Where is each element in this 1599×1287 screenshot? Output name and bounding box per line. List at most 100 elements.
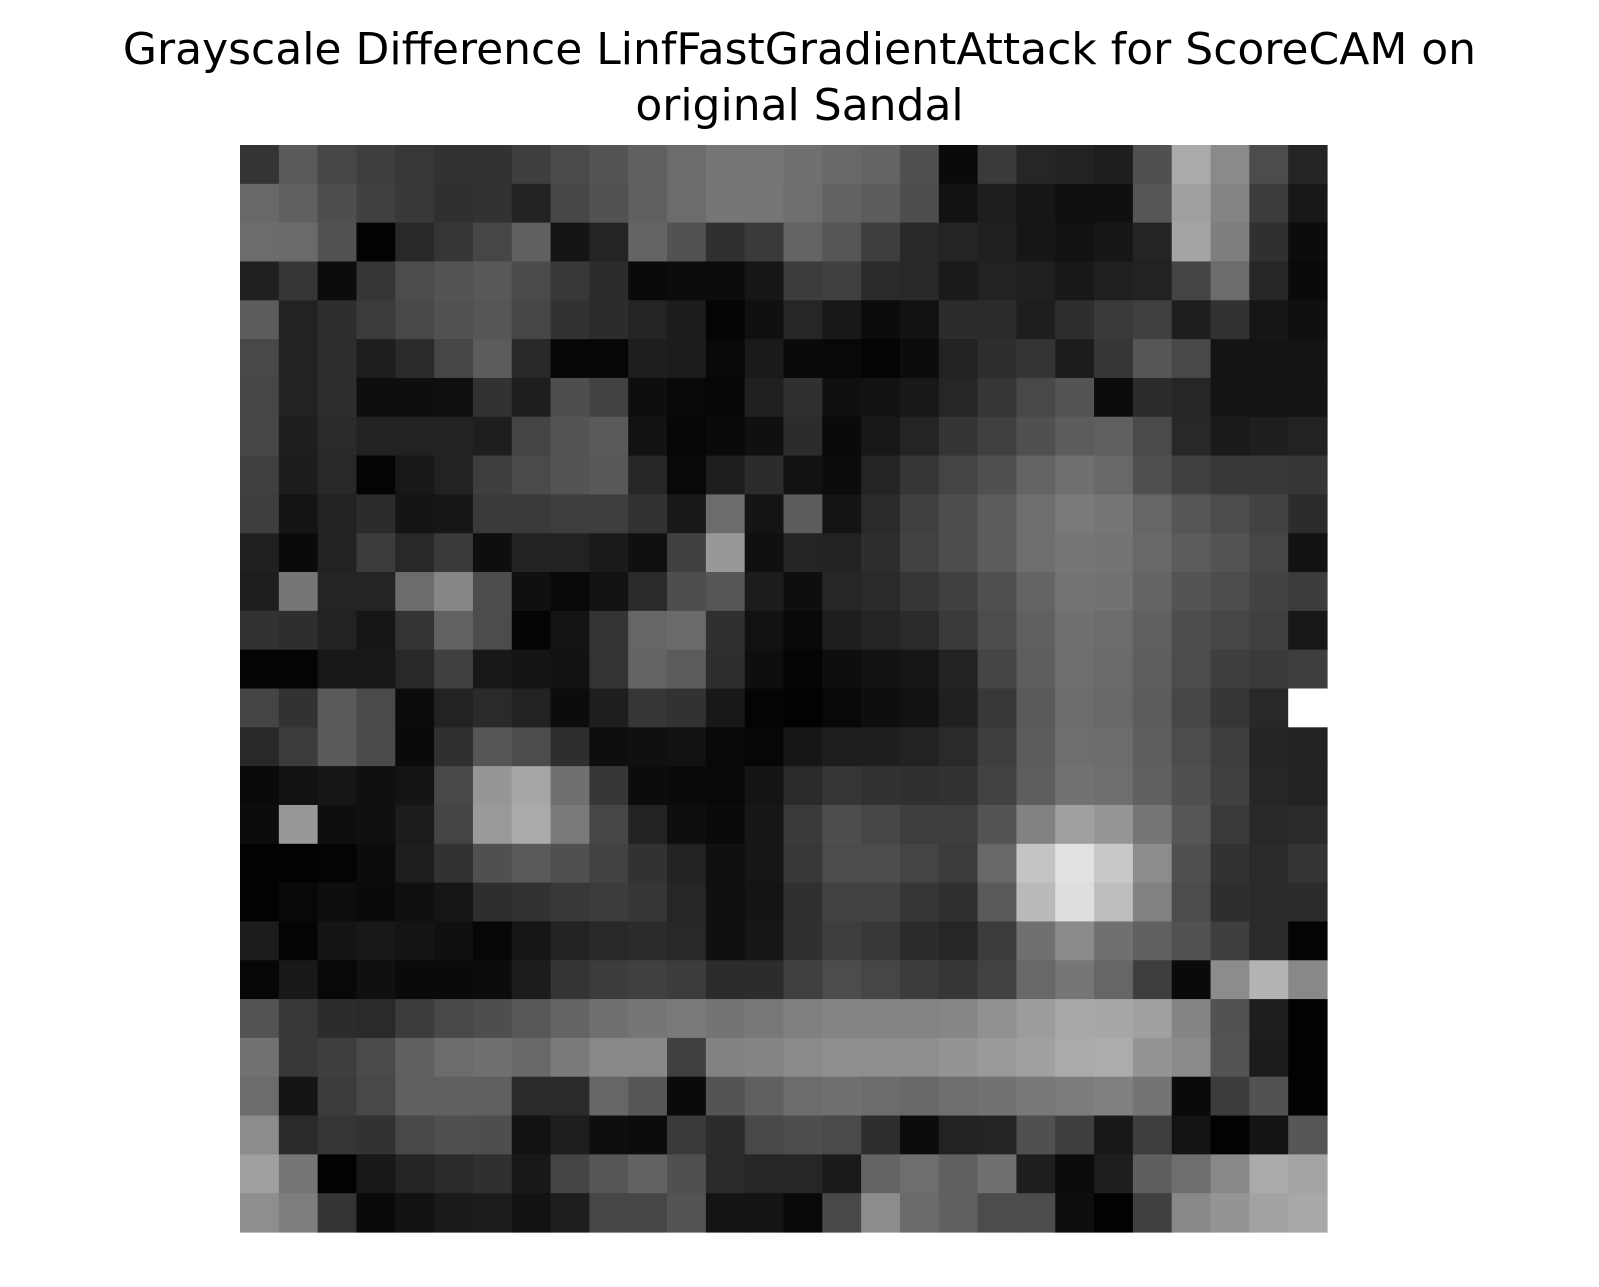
heatmap-cell: [472, 688, 513, 728]
heatmap-cell: [511, 843, 552, 884]
heatmap-cell: [1094, 649, 1134, 690]
heatmap-cell: [628, 377, 668, 418]
heatmap-cell: [899, 1076, 940, 1117]
heatmap-cell: [1171, 1115, 1212, 1155]
heatmap-cell: [1055, 145, 1095, 185]
heatmap-cell: [1094, 882, 1134, 923]
heatmap-cell: [1171, 1076, 1212, 1117]
heatmap-cell: [822, 1154, 862, 1194]
heatmap-cell: [356, 610, 396, 651]
heatmap-cell: [1288, 494, 1328, 534]
chart-title-line-1: Grayscale Difference LinfFastGradientAtt…: [122, 24, 1477, 75]
heatmap-cell: [511, 183, 552, 224]
heatmap-cell: [977, 766, 1018, 806]
heatmap-cell: [1016, 494, 1056, 534]
heatmap-cell: [705, 145, 746, 185]
heatmap-cell: [899, 921, 940, 961]
heatmap-cell: [511, 1193, 552, 1233]
heatmap-cell: [1249, 1037, 1289, 1078]
heatmap-cell: [977, 222, 1018, 263]
heatmap-cell: [1249, 1193, 1289, 1233]
heatmap-cell: [1288, 533, 1328, 573]
heatmap-cell: [278, 1193, 319, 1233]
heatmap-cell: [899, 1037, 940, 1078]
heatmap-cell: [938, 455, 979, 495]
heatmap-cell: [240, 455, 280, 495]
heatmap-cell: [278, 960, 319, 1000]
heatmap-cell: [744, 688, 785, 728]
heatmap-cell: [317, 882, 358, 923]
heatmap-cell: [861, 455, 901, 495]
heatmap-cell: [356, 921, 396, 961]
heatmap-cell: [1249, 1115, 1289, 1155]
heatmap-cell: [783, 960, 823, 1000]
heatmap-cell: [511, 804, 552, 845]
heatmap-cell: [1288, 1115, 1328, 1155]
heatmap-cell: [861, 999, 901, 1039]
heatmap-cell: [550, 921, 590, 961]
heatmap-cell: [705, 533, 746, 573]
heatmap-cell: [317, 222, 358, 263]
heatmap-cell: [977, 1193, 1018, 1233]
heatmap-cell: [861, 766, 901, 806]
heatmap-cell: [744, 1193, 785, 1233]
heatmap-cell: [317, 727, 358, 767]
heatmap-cell: [317, 455, 358, 495]
heatmap-cell: [1171, 261, 1212, 301]
heatmap-cell: [550, 261, 590, 301]
heatmap-cell: [1171, 222, 1212, 263]
heatmap-cell: [395, 1154, 435, 1194]
heatmap-cell: [434, 339, 474, 379]
heatmap-cell: [822, 416, 862, 457]
heatmap-cell: [1210, 261, 1250, 301]
heatmap-cell: [977, 960, 1018, 1000]
heatmap-cell: [550, 882, 590, 923]
heatmap-cell: [1132, 183, 1173, 224]
heatmap-cell: [899, 455, 940, 495]
heatmap-cell: [1094, 145, 1134, 185]
heatmap-cell: [550, 843, 590, 884]
heatmap-cell: [861, 921, 901, 961]
heatmap-cell: [1094, 727, 1134, 767]
heatmap-cell: [1016, 261, 1056, 301]
heatmap-cell: [783, 882, 823, 923]
heatmap-cell: [1210, 455, 1250, 495]
heatmap-cell: [511, 377, 552, 418]
heatmap-cell: [317, 145, 358, 185]
heatmap-cell: [1249, 183, 1289, 224]
heatmap-cell: [395, 300, 435, 340]
heatmap-cell: [938, 1076, 979, 1117]
heatmap-cell: [899, 766, 940, 806]
heatmap-cell: [589, 261, 629, 301]
heatmap-cell: [783, 804, 823, 845]
heatmap-cell: [1171, 688, 1212, 728]
heatmap-cell: [317, 494, 358, 534]
heatmap-cell: [783, 494, 823, 534]
heatmap-cell: [317, 261, 358, 301]
chart-title: Grayscale Difference LinfFastGradientAtt…: [0, 22, 1599, 134]
heatmap-cell: [589, 843, 629, 884]
heatmap-cell: [783, 649, 823, 690]
heatmap-cell: [1171, 145, 1212, 185]
heatmap-cell: [628, 843, 668, 884]
heatmap-cell: [1288, 416, 1328, 457]
heatmap-cell: [1249, 649, 1289, 690]
heatmap-cell: [1094, 1115, 1134, 1155]
heatmap-cell: [278, 1115, 319, 1155]
heatmap-cell: [628, 1193, 668, 1233]
heatmap-cell: [667, 688, 707, 728]
heatmap-cell: [744, 572, 785, 612]
heatmap-cell: [938, 960, 979, 1000]
heatmap-cell: [1249, 222, 1289, 263]
heatmap-cell: [511, 572, 552, 612]
heatmap-cell: [705, 882, 746, 923]
heatmap-cell: [822, 882, 862, 923]
heatmap-cell: [899, 610, 940, 651]
heatmap-cell: [240, 1076, 280, 1117]
heatmap-cell: [705, 921, 746, 961]
heatmap-cell: [1094, 688, 1134, 728]
heatmap-cell: [550, 960, 590, 1000]
heatmap-cell: [899, 1154, 940, 1194]
heatmap-cell: [434, 455, 474, 495]
heatmap-cell: [628, 766, 668, 806]
